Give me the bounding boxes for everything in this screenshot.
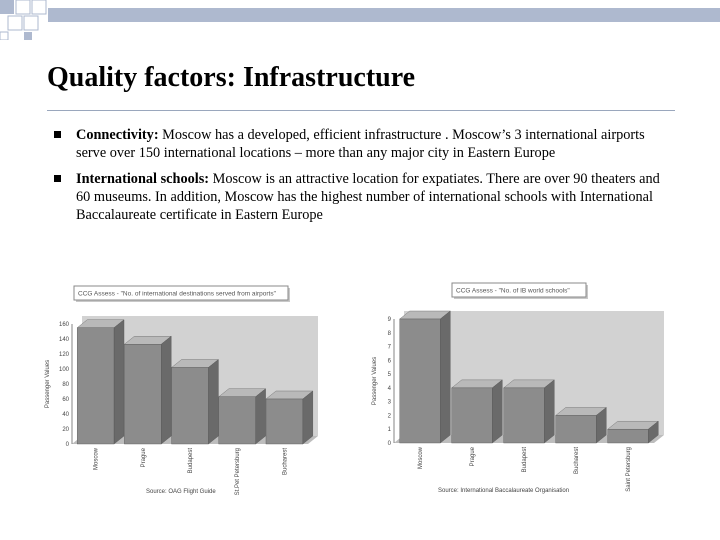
ib-schools-chart: CCG Assess - "No. of IB world schools" 0 1… (372, 282, 664, 494)
annotation-box (73, 285, 289, 301)
bar (123, 335, 172, 445)
bar (451, 379, 503, 444)
y-tick-label: 80 (62, 382, 69, 388)
bullet-text: Moscow has a developed, efficient infras… (76, 127, 645, 161)
x-tick-label: Budapest (188, 448, 194, 474)
y-tick-label: 6 (388, 358, 392, 364)
y-tick-label: 120 (59, 352, 70, 358)
corner-decoration (0, 0, 720, 40)
chart-annotation: CCG Assess - "No. of international desti… (78, 291, 277, 298)
bar (503, 379, 555, 444)
y-tick-label: 1 (388, 427, 392, 433)
y-tick-label: 160 (59, 322, 70, 328)
bar-front (76, 327, 115, 445)
y-tick-label: 100 (59, 367, 70, 373)
bar-side (161, 335, 172, 445)
y-tick-label: 5 (388, 372, 392, 378)
x-tick-label: Bucharest (282, 448, 288, 475)
y-tick-label: 3 (388, 400, 392, 406)
bar (218, 388, 267, 445)
bar (607, 420, 659, 444)
bar (555, 407, 607, 444)
y-axis-label: Passenger Values (372, 357, 378, 405)
y-tick-label: 20 (62, 427, 69, 433)
bar-front (265, 398, 304, 445)
bullet-text: Moscow is an attractive location for exp… (76, 171, 660, 223)
y-axis-label: Passenger Values (45, 360, 51, 408)
page-title: Quality factors: Infrastructure (47, 62, 416, 93)
x-tick-label: Moscow (94, 447, 100, 470)
bar (76, 319, 125, 445)
square-bullet-icon (54, 131, 61, 138)
y-tick-label: 140 (59, 337, 70, 343)
y-tick-label: 8 (388, 331, 392, 337)
bullet-heading: Connectivity: (76, 127, 159, 143)
bar-side (113, 319, 125, 445)
square-bullet-icon (54, 175, 61, 182)
y-tick-label: 2 (388, 413, 392, 419)
x-tick-label: Moscow (418, 446, 424, 469)
x-tick-label: St.Pet Petersburg (235, 448, 241, 495)
bar (171, 359, 219, 445)
x-tick-label: Saint Petersburg (626, 447, 632, 492)
bar-front (399, 318, 441, 444)
bullet-international-schools: International schools: Moscow is an attr… (52, 170, 672, 224)
bar-front (124, 344, 162, 445)
chart-annotation: CCG Assess - "No. of IB world schools" (456, 288, 570, 295)
x-tick-label: Prague (141, 447, 147, 467)
bar-front (451, 387, 493, 444)
bar-front (218, 396, 256, 445)
y-tick-label: 40 (62, 412, 69, 418)
y-tick-label: 7 (388, 345, 392, 351)
y-tick-label: 0 (66, 442, 70, 448)
x-tick-label: Bucharest (574, 447, 580, 474)
bullet-connectivity: Connectivity: Moscow has a developed, ef… (52, 126, 672, 162)
bar-front (503, 387, 545, 444)
bar-side (302, 390, 314, 445)
bar (399, 310, 451, 444)
annotation-box (451, 282, 587, 298)
bar-front (607, 429, 649, 444)
bar-side (255, 388, 266, 445)
bar-side (208, 359, 219, 445)
chart-source: Source: International Baccalaureate Orga… (438, 488, 569, 494)
title-divider (47, 110, 675, 111)
x-tick-label: Prague (470, 446, 476, 466)
y-tick-label: 0 (388, 441, 392, 447)
bullet-list: Connectivity: Moscow has a developed, ef… (52, 126, 672, 232)
y-tick-label: 4 (388, 386, 392, 392)
x-tick-label: Budapest (522, 447, 528, 473)
y-tick-label: 60 (62, 397, 69, 403)
y-tick-label: 9 (388, 317, 392, 323)
airport-destinations-chart: CCG Assess - "No. of international desti… (45, 285, 318, 495)
bar (265, 390, 314, 445)
bar-front (555, 415, 597, 444)
bar-side (492, 379, 503, 444)
bullet-heading: International schools: (76, 171, 210, 187)
bar-front (171, 367, 209, 445)
bar-side (440, 310, 451, 444)
bar-side (544, 379, 555, 444)
chart-source: Source: OAG Flight Guide (146, 489, 216, 495)
